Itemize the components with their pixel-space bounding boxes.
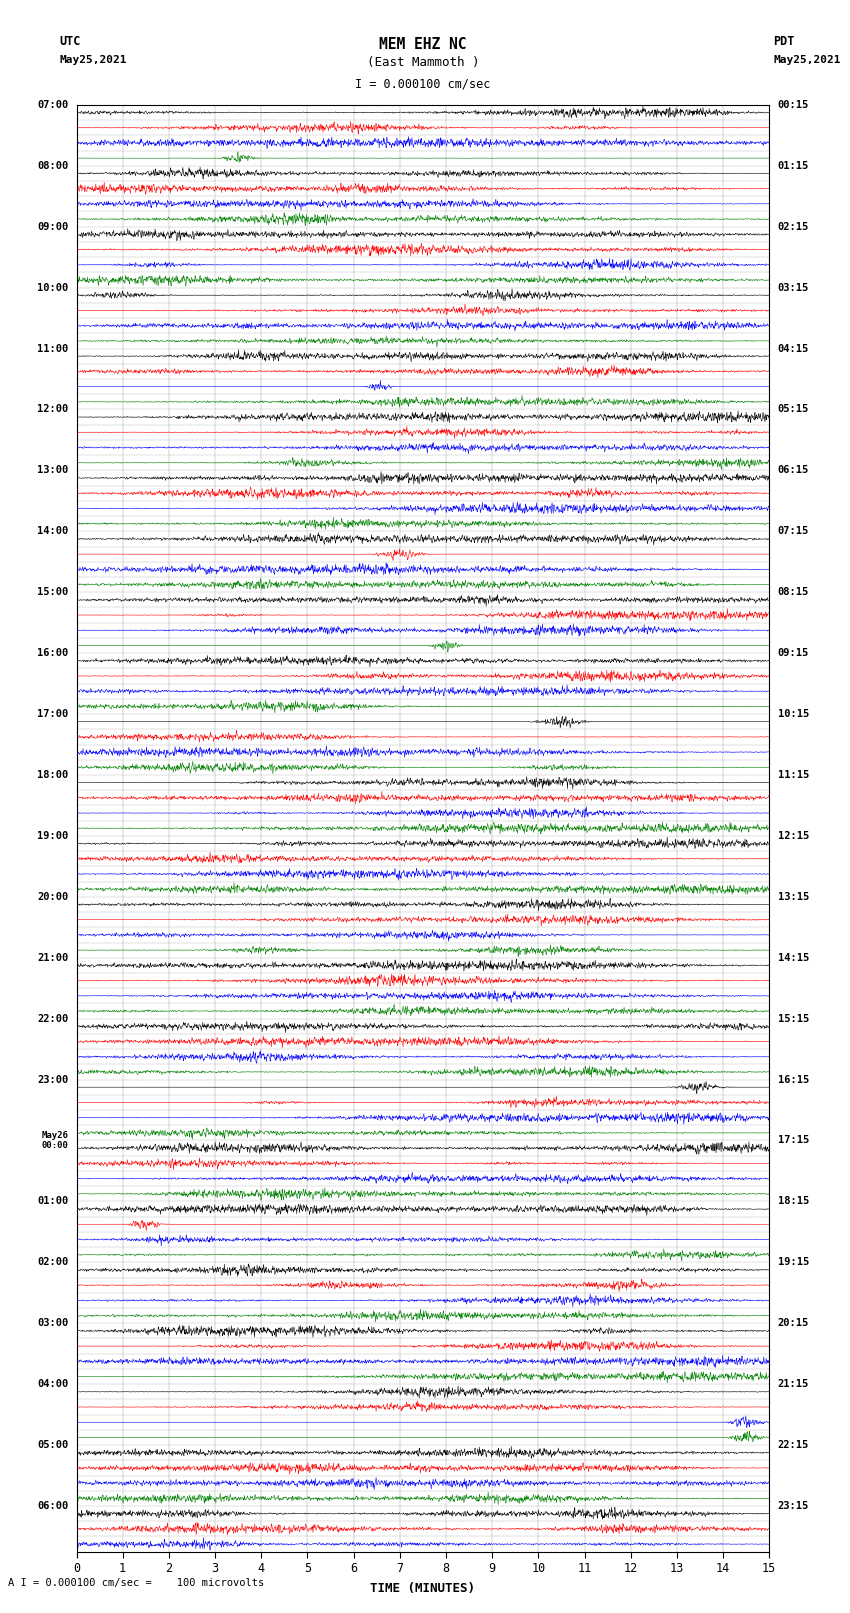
Text: 13:00: 13:00 [37,466,68,476]
Text: 02:15: 02:15 [778,221,809,232]
Text: 07:15: 07:15 [778,526,809,536]
Text: 18:00: 18:00 [37,769,68,781]
Text: 20:15: 20:15 [778,1318,809,1327]
Text: 10:00: 10:00 [37,282,68,292]
Text: 10:15: 10:15 [778,710,809,719]
Text: A I = 0.000100 cm/sec =    100 microvolts: A I = 0.000100 cm/sec = 100 microvolts [8,1578,264,1587]
Text: 07:00: 07:00 [37,100,68,110]
Text: 03:15: 03:15 [778,282,809,292]
Text: 09:00: 09:00 [37,221,68,232]
Text: 20:00: 20:00 [37,892,68,902]
Text: MEM EHZ NC: MEM EHZ NC [379,37,467,52]
Text: May26
00:00: May26 00:00 [42,1131,68,1150]
Text: May25,2021: May25,2021 [60,55,127,65]
Text: 00:15: 00:15 [778,100,809,110]
Text: 01:00: 01:00 [37,1197,68,1207]
Text: 11:00: 11:00 [37,344,68,353]
Text: 06:00: 06:00 [37,1502,68,1511]
Text: 05:00: 05:00 [37,1440,68,1450]
Text: 21:00: 21:00 [37,953,68,963]
Text: 02:00: 02:00 [37,1258,68,1268]
Text: PDT: PDT [774,35,795,48]
Text: 23:15: 23:15 [778,1502,809,1511]
Text: 16:00: 16:00 [37,648,68,658]
Text: 04:00: 04:00 [37,1379,68,1389]
Text: 14:00: 14:00 [37,526,68,536]
Text: 01:15: 01:15 [778,161,809,171]
Text: 16:15: 16:15 [778,1074,809,1084]
Text: 09:15: 09:15 [778,648,809,658]
Text: 13:15: 13:15 [778,892,809,902]
Text: 12:15: 12:15 [778,831,809,840]
Text: 15:15: 15:15 [778,1013,809,1024]
Text: 15:00: 15:00 [37,587,68,597]
Text: UTC: UTC [60,35,81,48]
Text: 03:00: 03:00 [37,1318,68,1327]
Text: 08:00: 08:00 [37,161,68,171]
Text: 05:15: 05:15 [778,405,809,415]
Text: 12:00: 12:00 [37,405,68,415]
Text: 04:15: 04:15 [778,344,809,353]
Text: 17:15: 17:15 [778,1136,809,1145]
Text: 14:15: 14:15 [778,953,809,963]
Text: 06:15: 06:15 [778,466,809,476]
Text: May25,2021: May25,2021 [774,55,841,65]
Text: 22:00: 22:00 [37,1013,68,1024]
X-axis label: TIME (MINUTES): TIME (MINUTES) [371,1582,475,1595]
Text: 17:00: 17:00 [37,710,68,719]
Text: (East Mammoth ): (East Mammoth ) [366,56,479,69]
Text: 11:15: 11:15 [778,769,809,781]
Text: 19:00: 19:00 [37,831,68,840]
Text: 08:15: 08:15 [778,587,809,597]
Text: 21:15: 21:15 [778,1379,809,1389]
Text: 18:15: 18:15 [778,1197,809,1207]
Text: I = 0.000100 cm/sec: I = 0.000100 cm/sec [355,77,490,90]
Text: 23:00: 23:00 [37,1074,68,1084]
Text: 19:15: 19:15 [778,1258,809,1268]
Text: 22:15: 22:15 [778,1440,809,1450]
